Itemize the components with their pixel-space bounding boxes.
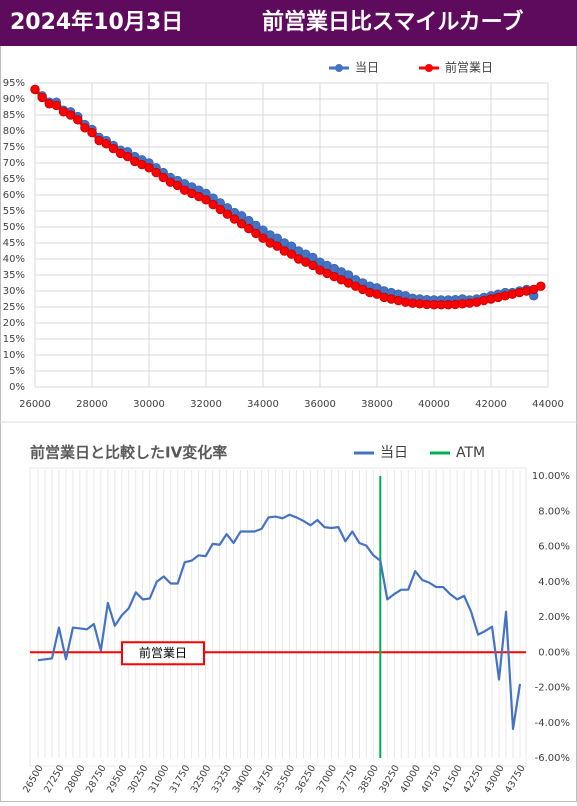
y-tick-label: 15% <box>3 334 25 345</box>
y-tick-label: 50% <box>3 222 25 233</box>
y-tick-label: 2.00% <box>538 612 570 623</box>
y-tick-label: 95% <box>3 78 25 89</box>
data-point <box>87 127 97 138</box>
legend-label: 当日 <box>355 61 379 75</box>
y-tick-label: 10% <box>3 350 25 361</box>
header-title: 前営業日比スマイルカーブ <box>262 9 523 35</box>
y-tick-label: 10.00% <box>532 471 570 482</box>
data-point <box>272 241 282 251</box>
data-point <box>151 167 161 178</box>
data-point <box>80 123 90 133</box>
y-tick-label: 5% <box>9 366 25 377</box>
legend-marker <box>335 64 343 72</box>
y-tick-label: 20% <box>3 318 25 329</box>
y-tick-label: 4.00% <box>538 577 570 588</box>
y-tick-label: 70% <box>3 158 25 169</box>
y-tick-label: 85% <box>3 110 25 121</box>
data-point <box>258 233 268 243</box>
series-line <box>37 513 522 731</box>
x-tick-label: 28000 <box>76 399 108 410</box>
data-point <box>73 115 83 125</box>
y-tick-label: -6.00% <box>535 753 570 764</box>
data-point <box>37 92 47 103</box>
legend-marker <box>425 64 433 72</box>
data-point <box>144 163 154 173</box>
data-point <box>201 195 211 205</box>
baseline-label-box <box>121 641 205 666</box>
header-date: 2024年10月3日 <box>10 9 183 35</box>
y-tick-label: 55% <box>3 206 25 217</box>
data-point <box>172 180 183 191</box>
y-tick-label: 40% <box>3 254 25 265</box>
y-tick-label: 65% <box>3 174 25 185</box>
data-point <box>208 199 218 210</box>
data-point <box>236 219 247 229</box>
data-point <box>122 151 133 162</box>
x-tick-label: 32000 <box>190 399 222 410</box>
y-tick-label: 6.00% <box>538 542 570 553</box>
baseline-label: 前営業日 <box>139 645 187 660</box>
header-bar <box>0 0 577 46</box>
data-point <box>65 110 76 120</box>
y-tick-label: 60% <box>3 190 25 201</box>
y-tick-label: 0% <box>9 382 25 393</box>
y-tick-label: 0.00% <box>538 647 570 658</box>
x-tick-label: 30000 <box>133 399 165 410</box>
data-point <box>101 139 111 149</box>
chart-title: 前営業日と比較したIV変化率 <box>30 444 227 462</box>
data-point <box>51 100 62 111</box>
y-tick-label: 90% <box>3 94 25 105</box>
data-point <box>251 228 261 239</box>
data-point <box>108 143 119 154</box>
data-point <box>222 209 233 219</box>
x-tick-label: 34000 <box>247 399 279 410</box>
y-tick-label: 25% <box>3 302 25 313</box>
data-point <box>244 223 254 234</box>
data-point <box>158 172 168 183</box>
y-tick-label: 35% <box>3 270 25 281</box>
data-point <box>229 214 240 224</box>
y-tick-label: -4.00% <box>535 718 570 729</box>
x-tick-label: 42000 <box>475 399 507 410</box>
data-point <box>536 281 546 291</box>
x-tick-label: 38000 <box>361 399 393 410</box>
legend-label: 前営業日 <box>445 60 493 75</box>
x-tick-label: 36000 <box>304 399 336 410</box>
data-point <box>308 260 318 271</box>
legend-label: 当日 <box>380 445 408 461</box>
legend-label: ATM <box>456 445 485 461</box>
y-tick-label: 75% <box>3 142 25 153</box>
data-point <box>30 84 40 95</box>
y-tick-label: 30% <box>3 286 25 297</box>
y-tick-label: 8.00% <box>538 506 570 517</box>
data-point <box>215 204 225 215</box>
x-tick-label: 26000 <box>19 399 51 410</box>
x-tick-label: 40000 <box>418 399 450 410</box>
plot-frame <box>29 467 527 767</box>
x-tick-label: 44000 <box>532 399 564 410</box>
y-tick-label: -2.00% <box>535 683 570 694</box>
y-tick-label: 45% <box>3 238 25 249</box>
y-tick-label: 80% <box>3 126 25 137</box>
data-point <box>286 249 297 259</box>
